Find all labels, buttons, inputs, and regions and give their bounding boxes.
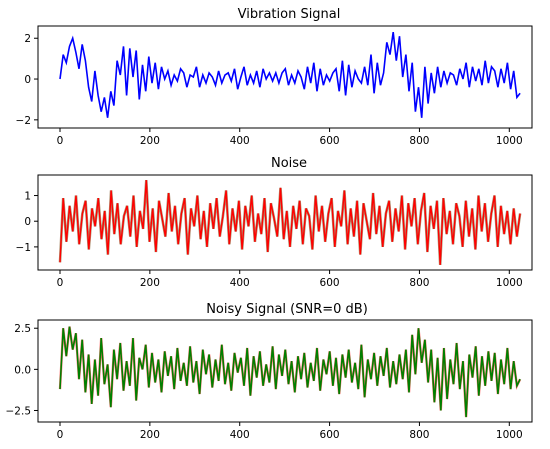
panel-vibration: Vibration Signal 0 200 400 600 800 1000 2 0 −2 bbox=[16, 7, 533, 147]
x-tick-label: 0 bbox=[57, 135, 64, 147]
x-tick-label: 600 bbox=[320, 429, 340, 441]
series-line bbox=[59, 31, 521, 118]
y-tick-label: 0.0 bbox=[14, 364, 31, 376]
x-tick-label: 800 bbox=[409, 429, 429, 441]
x-tick-label: 800 bbox=[409, 135, 429, 147]
x-tick-label: 800 bbox=[409, 277, 429, 289]
y-tick-label: −2.5 bbox=[6, 405, 32, 417]
series-line bbox=[59, 326, 521, 418]
y-tick-label: 1 bbox=[24, 191, 31, 203]
x-tick-label: 200 bbox=[140, 277, 160, 289]
x-tick-label: 1000 bbox=[496, 135, 523, 147]
chart-title: Noisy Signal (SNR=0 dB) bbox=[206, 302, 368, 317]
x-tick-label: 400 bbox=[230, 429, 250, 441]
y-tick-label: 0 bbox=[24, 216, 31, 228]
x-tick-label: 1000 bbox=[496, 277, 523, 289]
plot-frame bbox=[37, 174, 533, 271]
chart-title: Noise bbox=[271, 156, 307, 171]
panel-noisy-signal: Noisy Signal (SNR=0 dB) 0 200 400 600 800 100… bbox=[6, 302, 533, 441]
y-tick-label: 0 bbox=[24, 74, 31, 86]
x-tick-label: 400 bbox=[230, 277, 250, 289]
panel-noise: Noise 0 200 400 600 800 1000 1 0 −1 bbox=[16, 156, 533, 289]
y-tick-label: −1 bbox=[16, 242, 31, 254]
chart-title: Vibration Signal bbox=[238, 7, 341, 22]
x-tick-label: 1000 bbox=[496, 429, 523, 441]
x-tick-label: 200 bbox=[140, 135, 160, 147]
y-tick-label: 2.5 bbox=[14, 323, 31, 335]
x-tick-label: 400 bbox=[230, 135, 250, 147]
plot-frame bbox=[37, 25, 533, 129]
y-tick-label: 2 bbox=[24, 33, 31, 45]
x-tick-label: 200 bbox=[140, 429, 160, 441]
x-tick-label: 600 bbox=[320, 135, 340, 147]
series-line bbox=[59, 180, 521, 265]
x-tick-label: 0 bbox=[57, 429, 64, 441]
x-tick-label: 600 bbox=[320, 277, 340, 289]
plot-frame bbox=[37, 319, 533, 423]
y-tick-label: −2 bbox=[16, 115, 31, 127]
x-tick-label: 0 bbox=[57, 277, 64, 289]
